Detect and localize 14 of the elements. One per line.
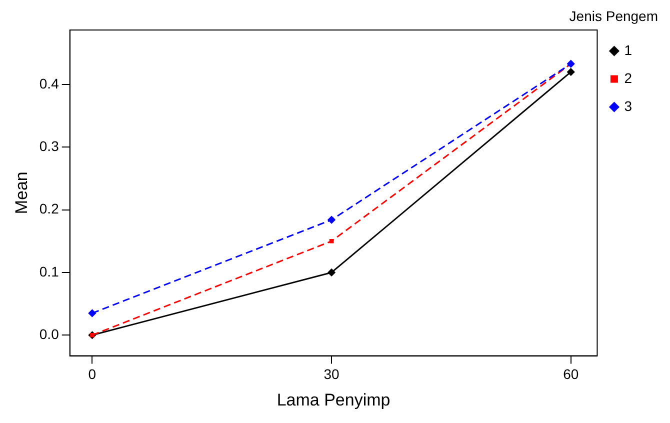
legend-label: 3 [624,98,632,114]
x-tick-label: 60 [563,366,579,382]
x-tick-label: 30 [324,366,340,382]
x-axis-title: Lama Penyimp [276,390,390,410]
y-tick-label: 0.0 [39,326,60,342]
y-tick-label: 0.2 [39,200,60,217]
y-tick-label: 0.3 [39,138,60,154]
legend-label: 2 [624,70,632,86]
x-tick-label: 0 [88,366,96,382]
legend-label: 1 [624,42,632,58]
legend-title: Jenis Pengem [569,8,658,24]
y-tick-label: 0.1 [39,263,60,280]
y-axis-title: Mean [12,172,31,214]
y-tick-label: 0.4 [39,75,60,92]
